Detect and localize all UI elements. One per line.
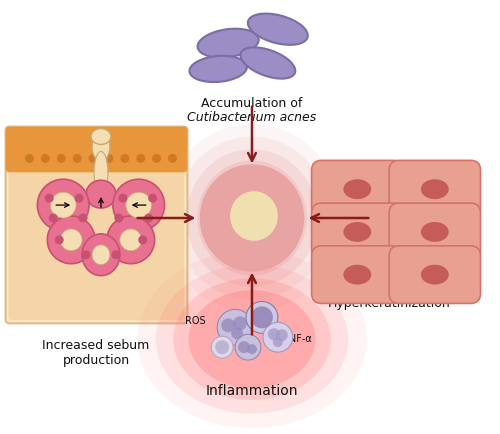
Ellipse shape: [156, 265, 348, 414]
Text: ROS: ROS: [184, 316, 206, 326]
Ellipse shape: [190, 56, 247, 82]
Ellipse shape: [248, 13, 308, 45]
Circle shape: [263, 322, 292, 352]
Circle shape: [221, 319, 235, 332]
Ellipse shape: [50, 192, 76, 218]
Circle shape: [152, 154, 161, 163]
Circle shape: [251, 306, 273, 328]
Circle shape: [49, 214, 58, 223]
Ellipse shape: [186, 149, 318, 287]
Circle shape: [118, 194, 128, 203]
FancyBboxPatch shape: [389, 203, 480, 261]
Ellipse shape: [86, 180, 116, 208]
Ellipse shape: [92, 245, 110, 265]
Circle shape: [120, 154, 130, 163]
Circle shape: [88, 154, 98, 163]
Ellipse shape: [48, 216, 95, 264]
Circle shape: [247, 344, 257, 354]
Ellipse shape: [230, 191, 278, 241]
Ellipse shape: [344, 265, 371, 285]
Circle shape: [82, 250, 90, 259]
Ellipse shape: [198, 29, 258, 58]
Ellipse shape: [137, 250, 366, 428]
Ellipse shape: [421, 222, 448, 242]
Circle shape: [148, 194, 157, 203]
Ellipse shape: [188, 290, 316, 388]
Circle shape: [215, 340, 229, 354]
FancyBboxPatch shape: [312, 246, 403, 303]
Ellipse shape: [113, 179, 164, 231]
FancyBboxPatch shape: [6, 127, 188, 323]
FancyBboxPatch shape: [6, 127, 188, 172]
Circle shape: [112, 250, 120, 259]
FancyBboxPatch shape: [312, 161, 403, 218]
Circle shape: [74, 194, 84, 203]
Circle shape: [138, 235, 147, 244]
Circle shape: [144, 214, 153, 223]
Ellipse shape: [94, 151, 108, 193]
Circle shape: [268, 328, 280, 340]
Ellipse shape: [126, 192, 152, 218]
Ellipse shape: [174, 278, 330, 400]
FancyBboxPatch shape: [8, 168, 184, 320]
Ellipse shape: [120, 229, 142, 251]
Ellipse shape: [162, 124, 342, 312]
Ellipse shape: [240, 47, 296, 79]
Circle shape: [104, 154, 114, 163]
Ellipse shape: [82, 234, 120, 276]
Ellipse shape: [198, 161, 306, 276]
Text: TNF-α: TNF-α: [283, 334, 312, 344]
Circle shape: [41, 154, 50, 163]
Circle shape: [136, 154, 145, 163]
Ellipse shape: [107, 216, 154, 264]
Text: Inflammation: Inflammation: [206, 384, 298, 398]
Ellipse shape: [91, 128, 111, 145]
FancyBboxPatch shape: [389, 246, 480, 303]
Ellipse shape: [38, 179, 89, 231]
Circle shape: [238, 341, 250, 353]
Circle shape: [233, 316, 247, 330]
Circle shape: [114, 214, 124, 223]
Text: production: production: [62, 354, 130, 367]
Circle shape: [78, 214, 88, 223]
Circle shape: [273, 337, 283, 347]
Text: Hyperkeratinization: Hyperkeratinization: [328, 297, 450, 310]
Ellipse shape: [344, 222, 371, 242]
Circle shape: [246, 302, 278, 333]
Text: Accumulation of: Accumulation of: [202, 97, 302, 110]
Circle shape: [231, 327, 243, 339]
Circle shape: [72, 154, 82, 163]
Circle shape: [45, 194, 54, 203]
Circle shape: [25, 154, 34, 163]
FancyBboxPatch shape: [389, 161, 480, 218]
Circle shape: [211, 336, 233, 358]
Text: Increased sebum: Increased sebum: [42, 339, 150, 352]
Circle shape: [56, 154, 66, 163]
Circle shape: [168, 154, 177, 163]
Circle shape: [55, 235, 64, 244]
Circle shape: [217, 309, 253, 345]
Ellipse shape: [421, 179, 448, 199]
Text: Cutibacterium acnes: Cutibacterium acnes: [188, 111, 316, 124]
FancyBboxPatch shape: [312, 203, 403, 261]
Circle shape: [276, 329, 288, 341]
Ellipse shape: [92, 132, 110, 161]
Ellipse shape: [421, 265, 448, 285]
Ellipse shape: [60, 229, 82, 251]
Ellipse shape: [174, 137, 330, 299]
Ellipse shape: [344, 179, 371, 199]
Ellipse shape: [200, 164, 304, 272]
Circle shape: [235, 334, 261, 360]
